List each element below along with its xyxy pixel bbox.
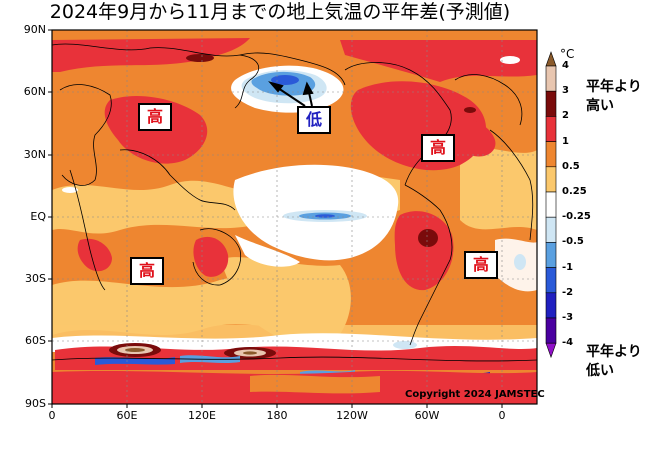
colorbar-swatch bbox=[545, 317, 557, 344]
map-field bbox=[52, 30, 537, 404]
map-title: 2024年9月から11月までの地上気温の平年差(予測値) bbox=[49, 1, 511, 23]
colorbar-tick-label: 3 bbox=[562, 85, 569, 97]
colorbar-tick-label: -4 bbox=[562, 337, 574, 349]
colorbar-swatch bbox=[545, 216, 557, 243]
colorbar-low-label-text: 平年より 低い bbox=[586, 344, 642, 379]
colorbar-swatch bbox=[545, 141, 557, 168]
lat-label-eq: EQ bbox=[30, 210, 46, 223]
colorbar-tick-label: -0.25 bbox=[562, 211, 591, 223]
lat-label-30s: 30S bbox=[25, 272, 46, 285]
colorbar-swatch bbox=[545, 65, 557, 92]
colorbar-high-label-text: 平年より 高い bbox=[586, 79, 642, 114]
lat-label-60s: 60S bbox=[25, 334, 46, 347]
lat-label-30n: 30N bbox=[23, 148, 46, 161]
colorbar-tick-label: 4 bbox=[562, 60, 569, 71]
colorbar-swatch bbox=[545, 90, 557, 117]
colorbar-swatch bbox=[545, 166, 557, 193]
colorbar-swatch bbox=[545, 116, 557, 142]
axis-ticks bbox=[48, 29, 503, 408]
lon-label-60e: 60E bbox=[116, 409, 138, 422]
colorbar-tick-label: -3 bbox=[562, 312, 574, 323]
colorbar-swatch bbox=[545, 242, 557, 268]
graticule bbox=[52, 30, 537, 404]
lat-label-60n: 60N bbox=[23, 85, 46, 98]
colorbar-extend-bottom bbox=[545, 342, 557, 359]
colorbar-tick-label: 1 bbox=[562, 135, 569, 147]
lon-label-0: 0 bbox=[48, 409, 56, 422]
lat-label-90n: 90N bbox=[23, 23, 46, 36]
low-anomaly-arrows bbox=[268, 81, 314, 107]
colorbar-tick-label: 0.5 bbox=[562, 160, 580, 172]
colorbar bbox=[545, 51, 557, 359]
colorbar-swatch bbox=[545, 191, 557, 218]
high-marker-indian-ocean: 高 bbox=[130, 257, 164, 285]
colorbar-tick-label: -0.5 bbox=[562, 236, 584, 248]
high-marker-south-atlantic: 高 bbox=[464, 251, 498, 279]
lon-label-60w: 60W bbox=[414, 409, 440, 422]
colorbar-swatch bbox=[545, 267, 557, 294]
lon-label-120e: 120E bbox=[188, 409, 216, 422]
colorbar-tick-label: -1 bbox=[562, 261, 574, 273]
colorbar-tick-label: 0.25 bbox=[562, 186, 587, 197]
colorbar-high-label: 平年より 高い bbox=[586, 78, 642, 116]
high-marker-asia: 高 bbox=[138, 103, 172, 131]
colorbar-low-label: 平年より 低い bbox=[586, 343, 642, 381]
colorbar-extend-top bbox=[545, 51, 557, 67]
lon-label-180: 180 bbox=[266, 409, 288, 422]
colorbar-tick-label: 2 bbox=[562, 110, 569, 122]
copyright-text: Copyright 2024 JAMSTEC bbox=[405, 389, 545, 400]
lat-label-90s: 90S bbox=[25, 397, 46, 410]
lon-label-0-east: 0 bbox=[498, 409, 506, 422]
low-marker-siberia: 低 bbox=[297, 106, 331, 134]
colorbar-unit: °C bbox=[560, 47, 575, 61]
colorbar-tick-label: -2 bbox=[562, 286, 574, 298]
lon-label-120w: 120W bbox=[336, 409, 368, 422]
high-marker-atlantic: 高 bbox=[421, 134, 455, 162]
colorbar-swatch bbox=[545, 292, 557, 319]
